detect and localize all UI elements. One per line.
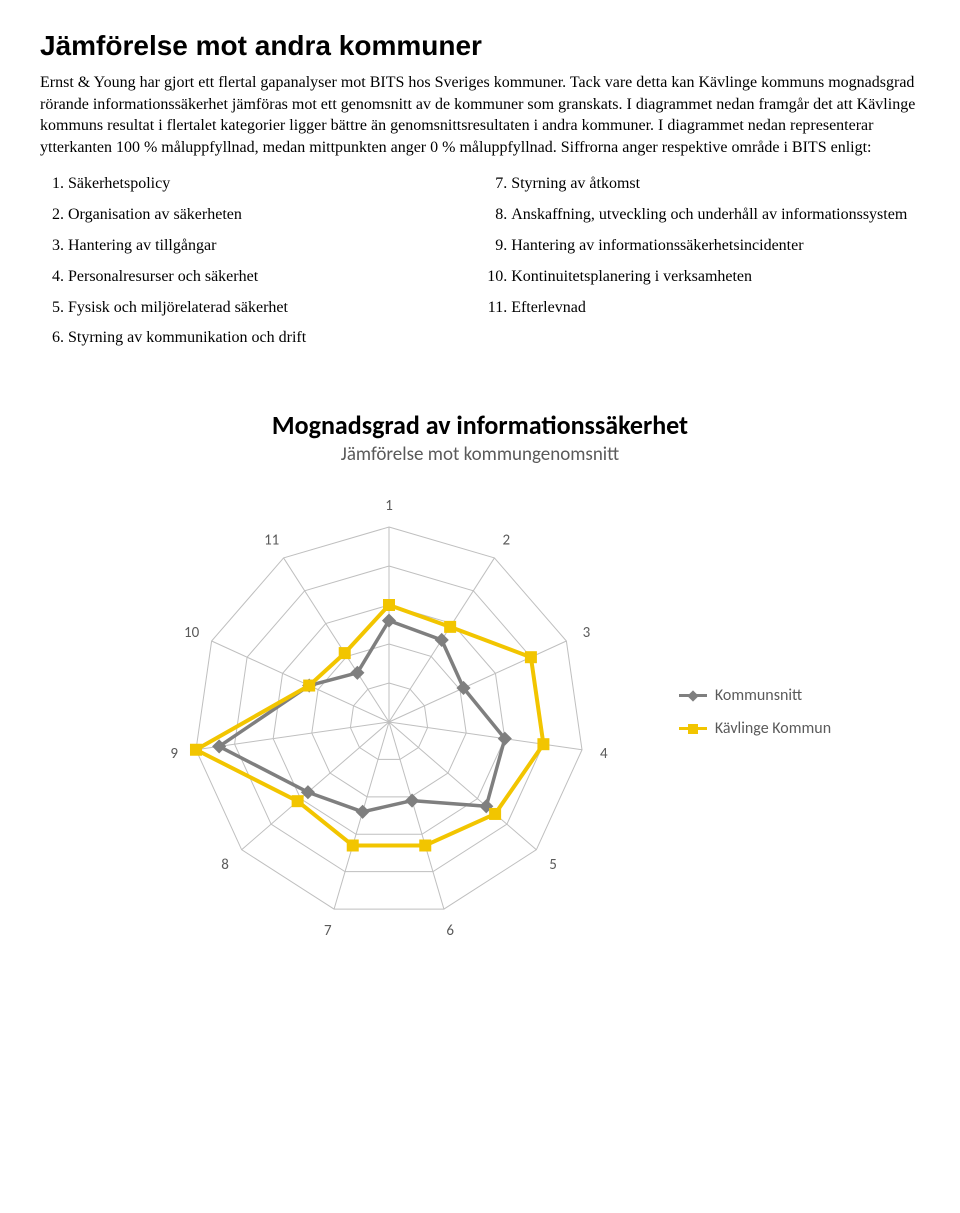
legend-label: Kävlinge Kommun [715, 719, 831, 738]
svg-text:5: 5 [549, 856, 557, 874]
svg-text:1: 1 [385, 497, 393, 515]
svg-text:2: 2 [502, 532, 510, 550]
list-item: Hantering av tillgångar [68, 236, 443, 257]
list-item: Fysisk och miljörelaterad säkerhet [68, 298, 443, 319]
svg-text:10: 10 [184, 624, 200, 642]
list-item: Anskaffning, utveckling och underhåll av… [511, 205, 920, 226]
svg-text:8: 8 [221, 856, 229, 874]
svg-text:11: 11 [264, 532, 279, 550]
legend-item-kommunsnitt: Kommunsnitt [679, 686, 831, 705]
list-item: Styrning av kommunikation och drift [68, 328, 443, 349]
legend-label: Kommunsnitt [715, 686, 802, 705]
chart-title: Mognadsgrad av informationssäkerhet [40, 409, 920, 441]
list-item: Personalresurser och säkerhet [68, 267, 443, 288]
radar-chart-block: Mognadsgrad av informationssäkerhet Jämf… [40, 409, 920, 952]
intro-paragraph: Ernst & Young har gjort ett flertal gapa… [40, 72, 920, 158]
chart-subtitle: Jämförelse mot kommungenomsnitt [40, 443, 920, 466]
bits-area-list: Säkerhetspolicy Organisation av säkerhet… [40, 174, 920, 359]
list-item: Efterlevnad [511, 298, 920, 319]
list-item: Kontinuitetsplanering i verksamheten [511, 267, 920, 288]
chart-legend: Kommunsnitt Kävlinge Kommun [679, 672, 831, 752]
svg-text:9: 9 [170, 745, 178, 763]
legend-item-kavlinge: Kävlinge Kommun [679, 719, 831, 738]
list-item: Styrning av åtkomst [511, 174, 920, 195]
list-item: Hantering av informationssäkerhetsincide… [511, 236, 920, 257]
svg-text:7: 7 [324, 922, 332, 940]
list-item: Säkerhetspolicy [68, 174, 443, 195]
radar-chart: 1 2 3 4 5 6 7 8 9 10 11 [129, 472, 649, 952]
page-heading: Jämförelse mot andra kommuner [40, 30, 920, 62]
svg-text:6: 6 [446, 922, 454, 940]
list-item: Organisation av säkerheten [68, 205, 443, 226]
svg-text:4: 4 [600, 745, 608, 763]
svg-text:3: 3 [582, 624, 590, 642]
